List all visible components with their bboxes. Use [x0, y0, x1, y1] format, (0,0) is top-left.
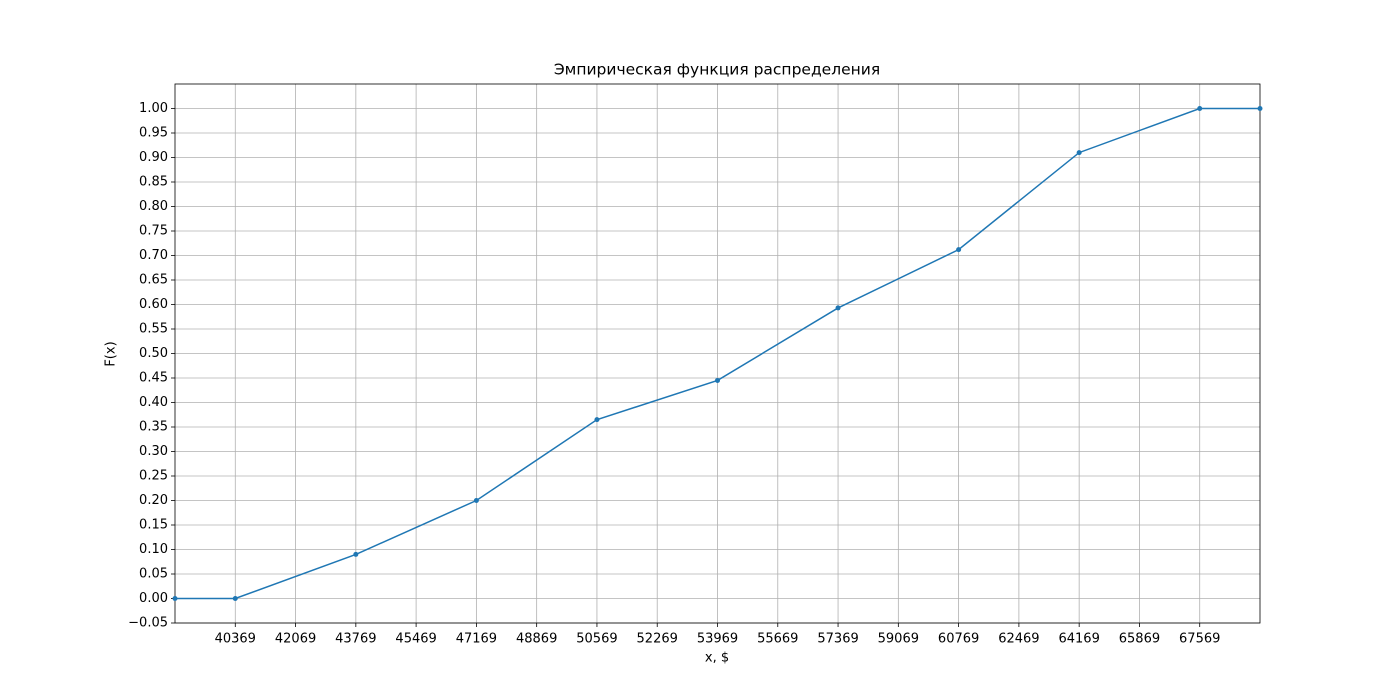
y-tick-label: 0.95: [139, 126, 168, 141]
x-tick-label: 65869: [1119, 632, 1160, 647]
point: [1076, 150, 1082, 156]
y-tick-label: 0.25: [139, 469, 168, 484]
y-tick-label: 0.60: [139, 297, 168, 312]
x-tick-label: 40369: [215, 632, 256, 647]
point: [835, 305, 841, 311]
x-tick-label: 52269: [637, 632, 678, 647]
y-tick-label: 1.00: [139, 101, 168, 116]
y-tick-label: 0.70: [139, 248, 168, 263]
y-tick-label: 0.45: [139, 371, 168, 386]
x-tick-label: 50569: [576, 632, 617, 647]
point: [1197, 106, 1203, 111]
y-tick-label: 0.75: [139, 224, 168, 239]
y-axis-label: F(x): [104, 341, 119, 366]
x-tick-label: 57369: [817, 632, 858, 647]
x-tick-label: 55669: [757, 632, 798, 647]
x-tick-label: 47169: [456, 632, 497, 647]
x-tick-label: 43769: [335, 632, 376, 647]
point: [956, 247, 962, 253]
y-tick-label: 0.40: [139, 395, 168, 410]
x-tick-label: 67569: [1179, 632, 1220, 647]
x-tick-label: 53969: [697, 632, 738, 647]
y-tick-label: 0.05: [139, 567, 168, 582]
x-tick-label: 64169: [1058, 632, 1099, 647]
plot-frame: [174, 83, 1261, 624]
y-tick-label: 0.00: [139, 591, 168, 606]
point: [172, 596, 178, 601]
y-tick-label: −0.05: [128, 616, 168, 631]
x-tick-label: 48869: [516, 632, 557, 647]
y-tick-label: 0.35: [139, 420, 168, 435]
y-tick-label: 0.55: [139, 322, 168, 337]
y-tick-label: 0.15: [139, 518, 168, 533]
x-tick-label: 59069: [878, 632, 919, 647]
y-tick-label: 0.20: [139, 493, 168, 508]
x-tick-label: 62469: [998, 632, 1039, 647]
y-tick-label: 0.80: [139, 199, 168, 214]
chart-title: Эмпирическая функция распределения: [554, 61, 880, 79]
point: [353, 551, 359, 557]
point: [473, 498, 479, 503]
y-tick-label: 0.65: [139, 273, 168, 288]
y-tick-label: 0.30: [139, 444, 168, 459]
point: [1257, 106, 1263, 111]
x-tick-label: 45469: [395, 632, 436, 647]
point: [594, 417, 600, 423]
x-tick-label: 42069: [275, 632, 316, 647]
y-tick-label: 0.10: [139, 542, 168, 557]
y-tick-label: 0.90: [139, 150, 168, 165]
y-tick-label: 0.50: [139, 346, 168, 361]
x-tick-label: 60769: [938, 632, 979, 647]
y-tick-label: 0.85: [139, 175, 168, 190]
point: [232, 596, 238, 601]
x-axis-label: x, $: [705, 651, 729, 666]
point: [715, 377, 720, 383]
